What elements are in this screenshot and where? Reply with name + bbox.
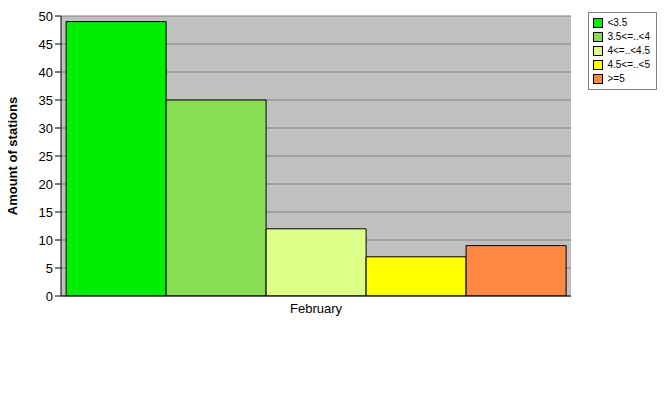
svg-text:15: 15 [39, 205, 53, 220]
svg-text:30: 30 [39, 121, 53, 136]
svg-text:25: 25 [39, 149, 53, 164]
svg-text:February: February [290, 301, 343, 316]
svg-text:Amount of stations: Amount of stations [8, 97, 20, 215]
html-text:<3.5: <3.5 [607, 17, 628, 28]
svg-text:45: 45 [39, 37, 53, 52]
svg-text:40: 40 [39, 65, 53, 80]
svg-text:10: 10 [39, 233, 53, 248]
svg-text:20: 20 [39, 177, 53, 192]
svg-text:5: 5 [46, 261, 53, 276]
svg-text:0: 0 [46, 289, 53, 304]
html-text:4.5<=..<5: 4.5<=..<5 [607, 59, 650, 70]
svg-text:50: 50 [39, 9, 53, 24]
html-text:4<=..<4.5: 4<=..<4.5 [607, 45, 650, 56]
svg-text:35: 35 [39, 93, 53, 108]
html-text:>=5: >=5 [607, 73, 625, 84]
html-text:3.5<=..<4: 3.5<=..<4 [607, 31, 650, 42]
